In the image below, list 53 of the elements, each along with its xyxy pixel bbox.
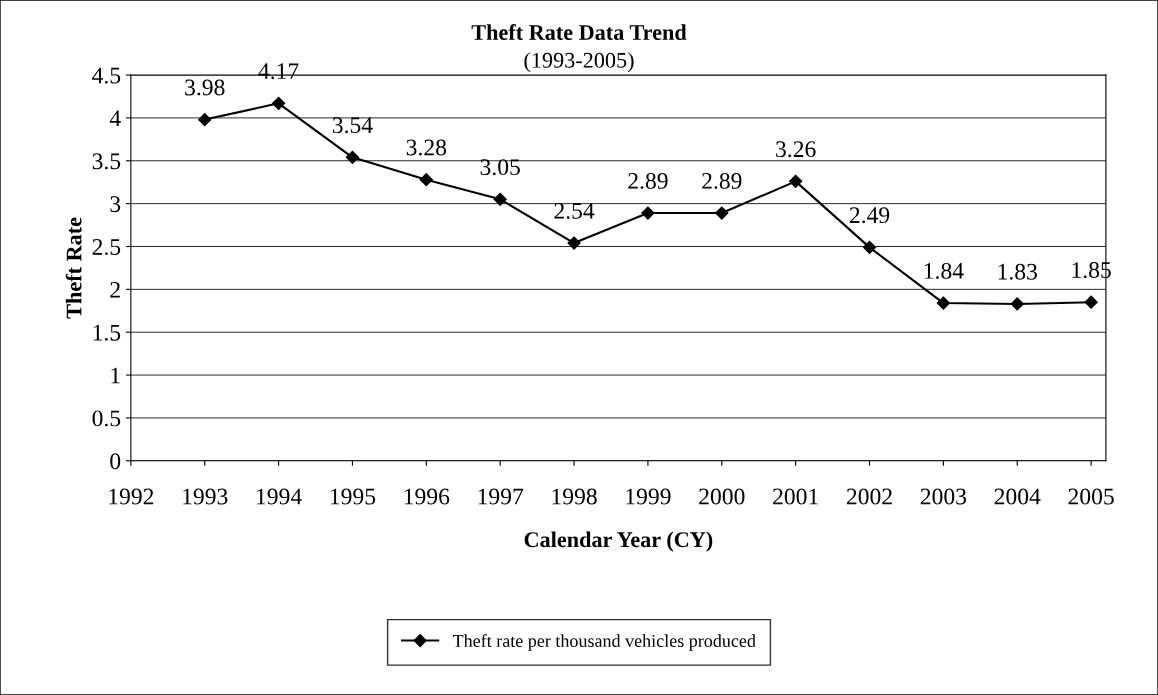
point — [493, 192, 507, 206]
data-label: 2.89 — [702, 172, 742, 189]
x-tick-label: 2000 — [699, 488, 745, 505]
x-tick-label: 1997 — [478, 488, 524, 505]
point — [1010, 297, 1024, 311]
y-tick-label: 4 — [109, 110, 121, 127]
y-tick-label: 3 — [110, 196, 121, 213]
point — [567, 236, 581, 250]
legend-label: Theft rate per thousand vehicles produced — [452, 634, 756, 651]
x-tick-label: 1999 — [626, 488, 671, 505]
point — [715, 206, 729, 220]
point — [345, 150, 360, 164]
data-label: 3.26 — [776, 141, 816, 158]
y-axis-title: Theft Rate — [65, 217, 82, 319]
data-label: 3.28 — [406, 139, 447, 156]
y-tick-label: 2.5 — [92, 239, 121, 256]
y-tick-label: 1.5 — [93, 324, 121, 341]
x-tick-label: 1995 — [330, 488, 376, 505]
x-tick-label: 1992 — [109, 488, 154, 505]
data-label: 1.83 — [998, 263, 1037, 280]
y-tick-label: 2 — [110, 281, 120, 298]
x-tick-label: 1998 — [552, 488, 597, 505]
y-tick-label: 3.5 — [92, 153, 121, 170]
y-tick-label: 0.5 — [92, 410, 121, 427]
x-axis-title: Calendar Year (CY) — [524, 531, 713, 552]
point — [862, 240, 877, 254]
point — [641, 206, 655, 220]
x-tick-label: 2001 — [773, 488, 818, 505]
data-label: 2.54 — [554, 202, 595, 219]
point — [271, 96, 286, 110]
point — [198, 113, 212, 127]
point — [789, 174, 803, 188]
x-tick-label: 1993 — [183, 488, 228, 505]
data-label: 2.89 — [628, 172, 668, 189]
chart-subtitle: (1993-2005) — [524, 52, 634, 73]
y-tick-label: 0 — [110, 453, 121, 470]
point — [1084, 295, 1098, 309]
x-tick-label: 2005 — [1068, 488, 1114, 505]
point — [936, 296, 950, 310]
data-label: 3.98 — [185, 79, 225, 96]
x-tick-label: 2003 — [920, 488, 967, 505]
y-tick-label: 4.5 — [92, 67, 121, 84]
x-tick-label: 2002 — [846, 488, 892, 505]
y-tick-label: 1 — [111, 367, 120, 384]
data-label: 1.84 — [924, 262, 964, 279]
data-label: 3.05 — [480, 159, 520, 176]
chart-title: Theft Rate Data Trend — [471, 24, 687, 40]
data-label: 3.54 — [332, 117, 373, 134]
data-label: 2.49 — [849, 207, 890, 224]
x-tick-label: 1994 — [257, 488, 302, 505]
x-tick-label: 1996 — [404, 488, 450, 505]
point — [419, 173, 433, 187]
x-tick-label: 2004 — [994, 488, 1041, 505]
